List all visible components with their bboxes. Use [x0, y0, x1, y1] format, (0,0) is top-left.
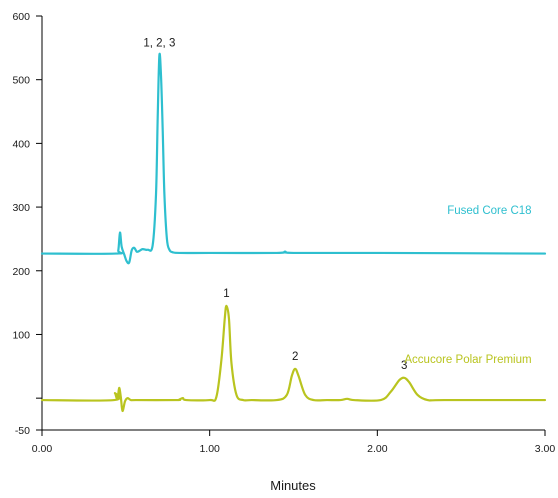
peak-label-1-1: 1, 2, 3: [143, 37, 175, 49]
axes: [41, 16, 545, 431]
series-label-2: Accucore Polar Premium: [404, 354, 531, 366]
y-tick-label: 600: [12, 11, 30, 23]
y-tick-label: 300: [12, 202, 30, 214]
y-tick-label: 400: [12, 138, 30, 150]
y-axis-ticks: -50 100 200 300 400 500 600: [12, 11, 42, 437]
x-tick-label: 1.00: [199, 443, 220, 455]
series-layer: [40, 52, 547, 412]
x-tick-label: 0.00: [32, 443, 53, 455]
series-label-1: Fused Core C18: [447, 205, 531, 217]
y-tick-label: 200: [12, 266, 30, 278]
series-line-1: [40, 52, 547, 265]
x-tick-label: 2.00: [367, 443, 388, 455]
x-tick-label: 3.00: [535, 443, 556, 455]
peak-label-2-1: 1: [223, 288, 229, 300]
y-tick-label: -50: [15, 425, 30, 437]
y-tick-label: 500: [12, 75, 30, 87]
peak-label-2-3: 3: [401, 360, 407, 372]
peak-label-2-2: 2: [292, 351, 298, 363]
x-axis-title: Minutes: [270, 478, 316, 493]
series-line-2: [40, 304, 547, 412]
y-tick-label: 100: [12, 329, 30, 341]
x-axis-ticks: 0.00 1.00 2.00 3.00: [32, 430, 556, 455]
